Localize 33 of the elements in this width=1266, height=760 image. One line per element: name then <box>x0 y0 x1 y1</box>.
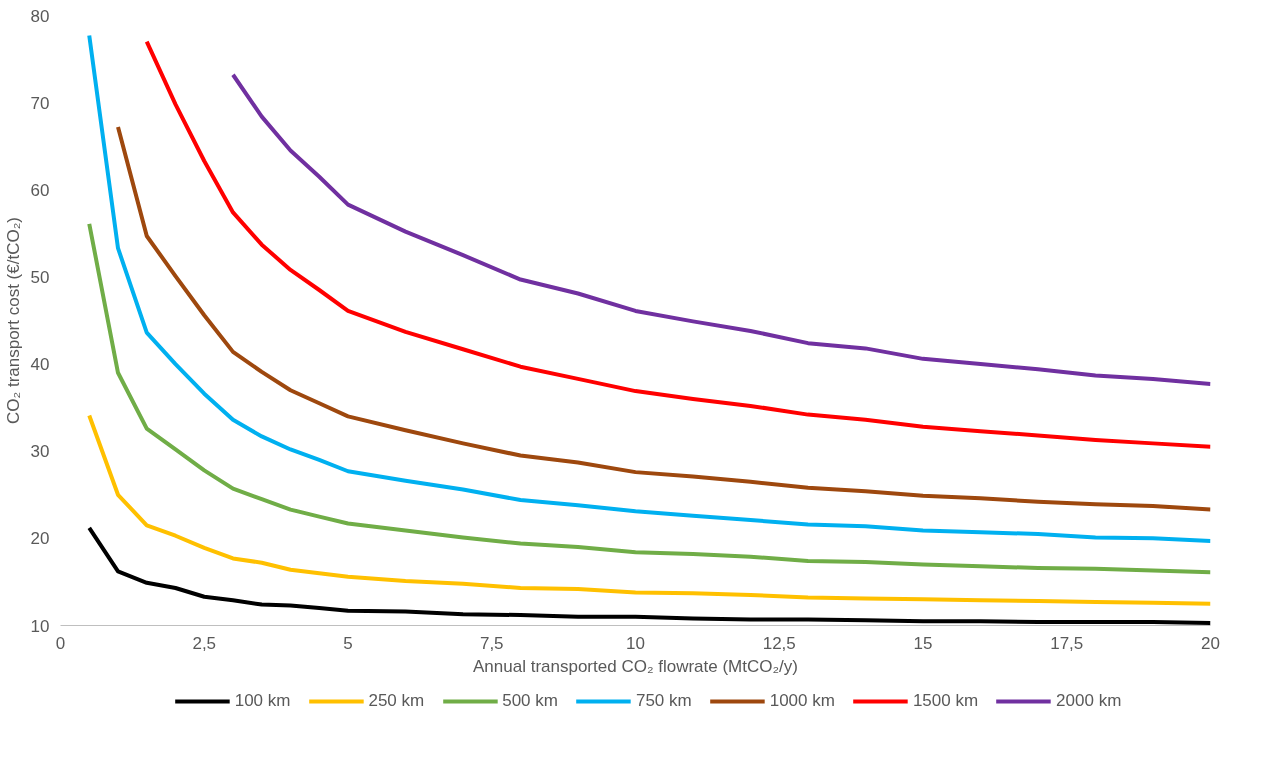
y-tick-label: 80 <box>30 6 50 26</box>
x-tick-label: 15 <box>913 633 933 653</box>
y-tick-label: 20 <box>30 529 50 549</box>
x-tick-label: 10 <box>626 633 645 653</box>
line-series <box>116 125 1211 512</box>
y-tick-label: 40 <box>30 355 50 375</box>
x-tick-label: 7,5 <box>479 633 504 653</box>
x-tick-label: 5 <box>343 633 353 653</box>
x-axis-title: Annual transported CO₂ flowrate (MtCO₂/y) <box>473 656 798 676</box>
line-series <box>87 33 1211 543</box>
legend-label: 1000 km <box>769 690 835 711</box>
legend-label: 500 km <box>502 690 558 711</box>
legend-label: 250 km <box>368 690 425 711</box>
y-tick-label: 70 <box>30 93 50 113</box>
line-series <box>87 221 1211 575</box>
x-tick-label: 2,5 <box>192 633 217 653</box>
y-axis-title: CO₂ transport cost (€/tCO₂) <box>3 217 23 424</box>
legend-label: 750 km <box>635 690 692 711</box>
y-tick-label: 10 <box>30 616 50 636</box>
x-tick-label: 17,5 <box>1050 633 1084 653</box>
line-series <box>144 39 1211 449</box>
y-tick-label: 60 <box>30 180 50 200</box>
y-tick-label: 30 <box>30 442 50 462</box>
line-series <box>231 72 1211 387</box>
x-tick-label: 12,5 <box>762 633 796 653</box>
x-tick-label: 20 <box>1201 633 1220 653</box>
y-tick-label: 50 <box>30 267 50 287</box>
legend-label: 1500 km <box>912 690 979 711</box>
legend-label: 2000 km <box>1056 690 1122 711</box>
x-tick-label: 0 <box>55 633 66 653</box>
line-series <box>87 413 1211 606</box>
line-series <box>87 525 1211 625</box>
legend-label: 100 km <box>234 690 291 711</box>
